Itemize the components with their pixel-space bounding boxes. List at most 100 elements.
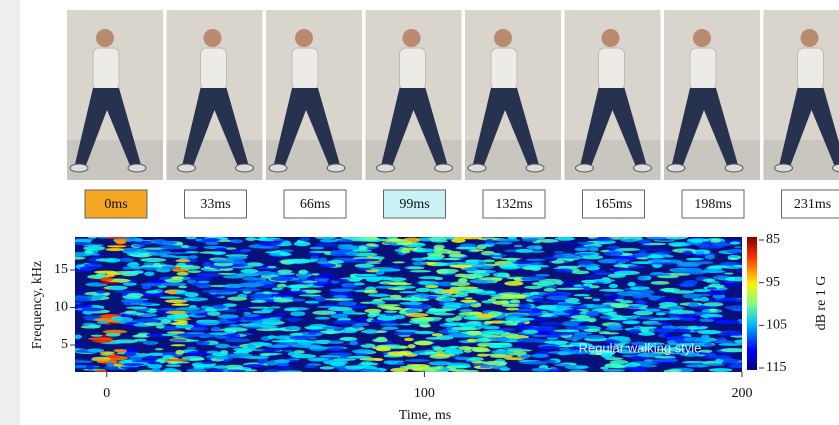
noise-streak: [237, 288, 261, 291]
shoe: [178, 164, 196, 172]
noise-streak: [638, 239, 651, 244]
noise-streak: [582, 255, 603, 259]
shirt: [93, 48, 119, 90]
colorbar: [747, 237, 757, 370]
x-axis-label: Time, ms: [399, 408, 451, 423]
shirt: [690, 48, 716, 90]
noise-streak: [98, 282, 121, 284]
noise-streak: [448, 346, 460, 348]
noise-streak: [639, 308, 647, 310]
noise-streak: [407, 266, 425, 269]
noise-streak: [425, 285, 439, 288]
noise-streak: [572, 270, 590, 274]
noise-streak: [119, 258, 134, 262]
noise-streak: [591, 270, 606, 273]
noise-streak: [153, 263, 162, 267]
noise-streak: [630, 286, 650, 290]
noise-streak: [267, 266, 276, 268]
shoe: [377, 164, 395, 172]
noise-streak: [161, 334, 178, 336]
noise-streak: [327, 353, 353, 356]
noise-streak: [493, 272, 507, 277]
noise-streak: [147, 364, 162, 369]
noise-streak: [186, 369, 207, 373]
noise-streak: [309, 247, 324, 250]
noise-streak: [554, 364, 571, 367]
shoe: [70, 164, 88, 172]
noise-streak: [517, 311, 543, 313]
noise-streak: [66, 257, 86, 260]
noise-streak: [284, 308, 299, 311]
noise-streak: [88, 237, 97, 239]
noise-streak: [278, 272, 295, 274]
noise-streak: [405, 313, 428, 317]
noise-streak: [614, 264, 629, 267]
noise-streak: [92, 339, 111, 343]
noise-streak: [167, 290, 177, 295]
noise-streak: [106, 236, 129, 239]
noise-streak: [317, 274, 333, 279]
noise-streak: [637, 316, 655, 319]
noise-streak: [280, 249, 294, 252]
noise-streak: [589, 285, 600, 288]
noise-streak: [532, 368, 549, 372]
noise-streak: [569, 370, 587, 374]
noise-streak: [247, 344, 255, 348]
noise-streak: [625, 362, 641, 367]
noise-streak: [330, 289, 355, 292]
noise-streak: [647, 255, 663, 259]
noise-streak: [173, 361, 189, 363]
noise-streak: [367, 313, 376, 318]
noise-streak: [477, 265, 493, 269]
noise-streak: [572, 305, 588, 309]
noise-streak: [345, 252, 359, 256]
noise-streak: [521, 276, 547, 280]
head: [204, 29, 222, 47]
noise-streak: [187, 351, 209, 356]
noise-streak: [175, 259, 190, 262]
noise-streak: [728, 257, 738, 260]
noise-streak: [548, 368, 561, 372]
noise-streak: [294, 241, 311, 246]
noise-streak: [211, 251, 226, 255]
noise-streak: [319, 263, 336, 267]
head: [295, 29, 313, 47]
noise-streak: [325, 298, 344, 300]
noise-streak: [697, 330, 721, 334]
noise-streak: [103, 330, 128, 334]
noise-streak: [282, 241, 291, 245]
noise-streak: [478, 277, 503, 280]
shirt: [798, 48, 824, 90]
noise-streak: [273, 239, 285, 241]
noise-streak: [419, 352, 440, 354]
noise-streak: [147, 353, 163, 356]
noise-streak: [444, 322, 465, 326]
margin-strip: [0, 0, 20, 425]
head: [801, 29, 819, 47]
noise-streak: [250, 300, 266, 303]
noise-streak: [604, 251, 623, 256]
noise-streak: [683, 280, 698, 285]
noise-streak: [165, 252, 189, 254]
noise-streak: [237, 308, 250, 310]
noise-streak: [577, 242, 594, 245]
noise-streak: [166, 364, 182, 367]
colorbar-label: dB re 1 G: [814, 276, 829, 331]
noise-streak: [656, 313, 666, 316]
noise-streak: [720, 358, 734, 361]
noise-streak: [465, 260, 479, 265]
noise-streak: [328, 260, 344, 264]
floor: [366, 140, 462, 180]
noise-streak: [434, 277, 443, 280]
noise-streak: [88, 324, 101, 326]
noise-streak: [654, 328, 676, 333]
noise-streak: [638, 332, 655, 336]
noise-streak: [270, 276, 292, 281]
noise-streak: [272, 287, 283, 290]
noise-streak: [635, 300, 645, 304]
noise-streak: [215, 261, 233, 263]
noise-streak: [686, 268, 702, 272]
noise-streak: [285, 343, 297, 346]
noise-streak: [122, 363, 144, 366]
noise-streak: [442, 258, 460, 260]
